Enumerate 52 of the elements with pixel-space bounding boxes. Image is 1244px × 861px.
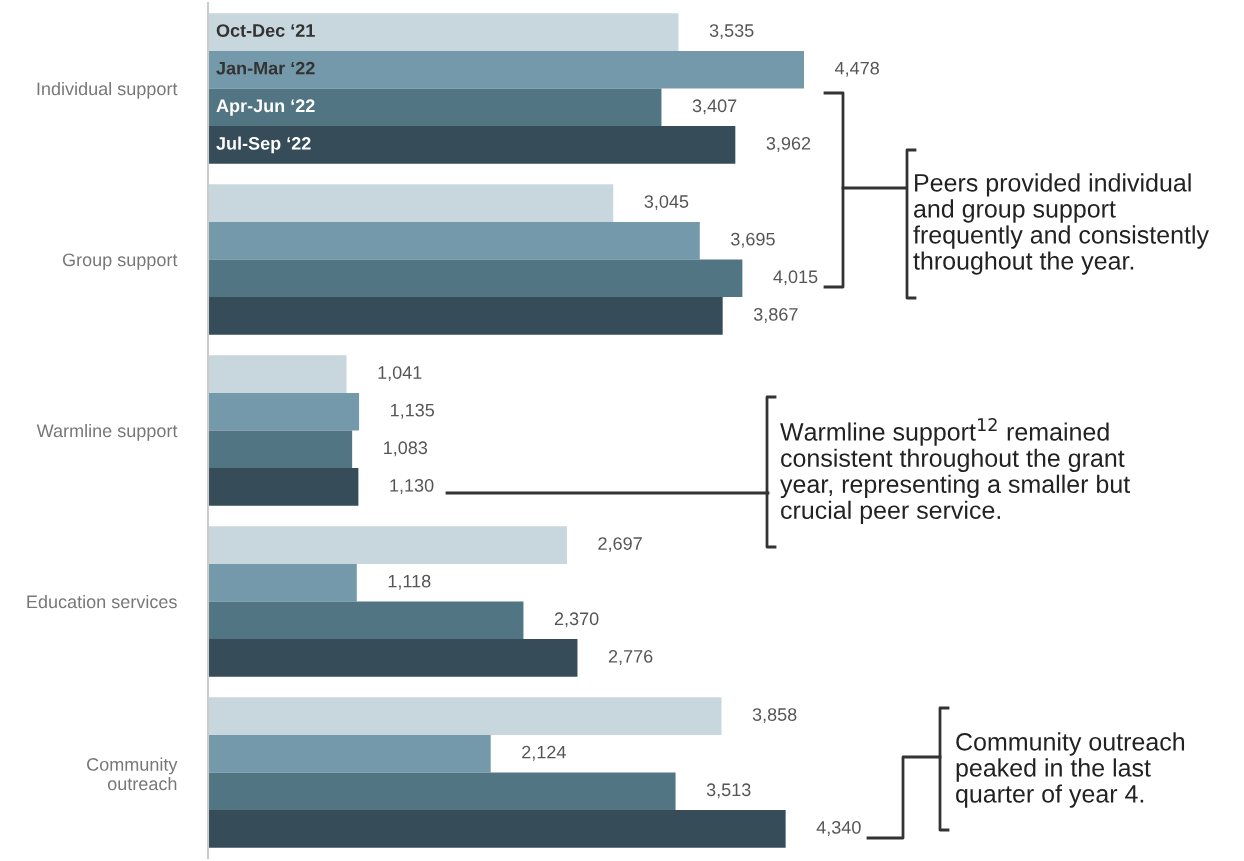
data-label: 1,135 (391, 403, 435, 419)
bar (208, 639, 578, 677)
bar (208, 297, 723, 335)
data-label: 2,370 (554, 612, 599, 628)
data-label: 3,045 (644, 195, 689, 211)
data-label: 3,962 (766, 136, 811, 152)
y-tick-label: Community outreach (87, 757, 178, 791)
series-label: Jan-Mar ‘22 (216, 61, 315, 75)
bar (208, 221, 700, 260)
bar (208, 184, 614, 222)
data-label: 3,535 (709, 24, 754, 40)
bar (208, 355, 347, 393)
bar (208, 50, 804, 89)
bar (208, 126, 736, 164)
bar (208, 734, 491, 773)
data-label: 2,124 (522, 745, 566, 761)
series-label: Jul-Sep ‘22 (216, 136, 311, 154)
data-label: 4,340 (816, 820, 861, 836)
bar (208, 468, 359, 506)
bar (208, 259, 743, 298)
data-label: 1,083 (384, 441, 428, 457)
y-tick-label: Individual support (37, 81, 178, 99)
bar (208, 810, 786, 848)
data-label: 1,118 (388, 574, 431, 590)
text: Community outreach peaked in the last quarter of year 4. (956, 732, 1185, 808)
data-label: 3,513 (706, 783, 751, 799)
annotation: Warmline support$^{12}$ remained consistent throughout the grant year, representing a smaller but crucial peer service. (780, 417, 1130, 525)
series-label: Oct-Dec ‘21 (216, 24, 315, 37)
y-tick-label: Group support (62, 253, 178, 270)
bar (208, 697, 722, 735)
data-label: 4,015 (773, 270, 818, 286)
data-label: 3,695 (731, 232, 775, 248)
y-tick-label: Education services (27, 594, 177, 609)
bar (208, 430, 353, 469)
bar (208, 772, 676, 811)
data-label: 1,041 (378, 366, 422, 382)
bar (208, 526, 567, 564)
bar (208, 13, 679, 51)
bar (208, 88, 662, 127)
text: Peers provided individual and group support frequently and consistently throughout the year. (913, 173, 1209, 275)
data-label: 4,478 (834, 61, 879, 77)
y-tick-label: Warmline support (36, 423, 178, 441)
bar (208, 392, 360, 431)
data-label: 3,407 (692, 99, 737, 115)
bar (208, 601, 524, 640)
data-label: 3,858 (752, 708, 797, 724)
data-label: 2,697 (598, 537, 642, 553)
series-label: Apr-Jun ‘22 (216, 99, 315, 116)
data-label: 1,130 (390, 478, 434, 494)
bar (208, 563, 357, 602)
data-label: 2,776 (608, 649, 653, 665)
data-label: 3,867 (753, 307, 798, 323)
